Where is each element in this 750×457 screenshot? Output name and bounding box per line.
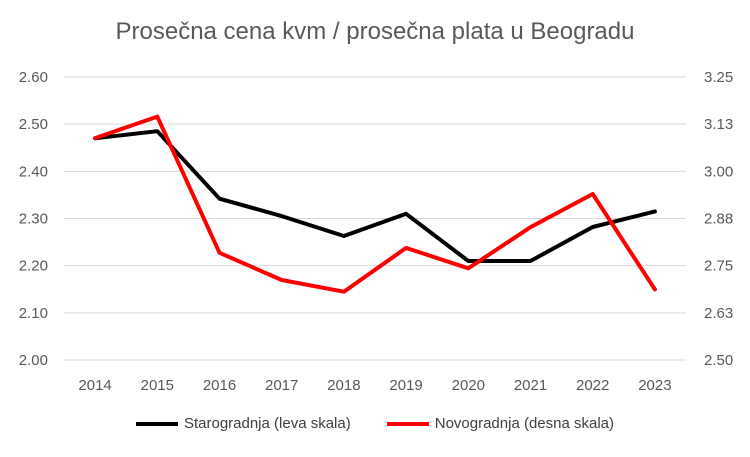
x-tick-label: 2023 — [638, 377, 671, 394]
x-tick-label: 2021 — [514, 377, 547, 394]
left-axis-ticks: 2.00 2.10 2.20 2.30 2.40 2.50 2.60 — [19, 69, 48, 369]
right-tick-label: 2.63 — [704, 305, 733, 322]
series-lines — [93, 114, 657, 294]
left-tick-label: 2.40 — [19, 163, 48, 180]
right-tick-label: 2.50 — [704, 352, 733, 369]
legend-swatch-red — [386, 421, 429, 426]
right-tick-label: 3.13 — [704, 116, 733, 133]
right-tick-label: 3.00 — [704, 163, 733, 180]
legend-label: Novogradnja (desna skala) — [434, 415, 615, 432]
x-tick-label: 2020 — [452, 377, 485, 394]
right-tick-label: 2.88 — [704, 211, 733, 228]
right-tick-label: 2.75 — [704, 258, 733, 275]
right-axis-ticks: 2.50 2.63 2.75 2.88 3.00 3.13 3.25 — [704, 69, 733, 369]
x-tick-label: 2018 — [327, 377, 360, 394]
x-tick-label: 2016 — [203, 377, 236, 394]
gridlines — [64, 76, 686, 361]
right-tick-label: 3.25 — [704, 69, 733, 86]
x-tick-label: 2017 — [265, 377, 298, 394]
series-line-starogradnja — [93, 129, 657, 263]
legend-label: Starogradnja (leva skala) — [183, 415, 351, 432]
legend-item-starogradnja[interactable]: Starogradnja (leva skala) — [135, 415, 351, 432]
left-tick-label: 2.50 — [19, 116, 48, 133]
chart-title: Prosečna cena kvm / prosečna plata u Beo… — [115, 18, 635, 45]
left-tick-label: 2.30 — [19, 211, 48, 228]
legend-item-novogradnja[interactable]: Novogradnja (desna skala) — [386, 415, 615, 432]
left-tick-label: 2.10 — [19, 305, 48, 322]
left-tick-label: 2.60 — [19, 69, 48, 86]
x-tick-label: 2022 — [576, 377, 609, 394]
x-axis-ticks: 2014 2015 2016 2017 2018 2019 2020 2021 2022 2023 — [78, 377, 671, 394]
series-line-novogradnja — [93, 114, 657, 294]
left-tick-label: 2.00 — [19, 352, 48, 369]
legend: Starogradnja (leva skala) Novogradnja (d… — [0, 415, 750, 432]
x-tick-label: 2019 — [389, 377, 422, 394]
legend-swatch-black — [135, 421, 178, 426]
left-tick-label: 2.20 — [19, 258, 48, 275]
x-tick-label: 2015 — [141, 377, 174, 394]
x-tick-label: 2014 — [78, 377, 111, 394]
